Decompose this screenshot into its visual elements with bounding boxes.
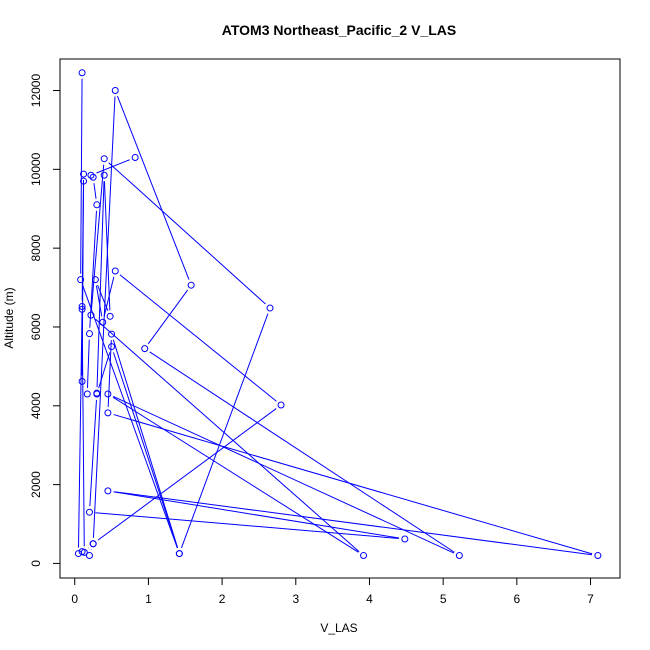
data-point (83, 390, 91, 398)
data-point (93, 390, 101, 398)
series-segment (147, 289, 189, 345)
data-point (360, 552, 368, 560)
data-point (78, 69, 86, 77)
y-tick-label: 2000 (29, 471, 43, 498)
data-point (87, 171, 95, 179)
series-segment (90, 164, 105, 310)
x-axis: 0 1 2 3 4 5 6 7 (71, 577, 594, 606)
series-lines (78, 78, 593, 556)
series-segment (113, 396, 455, 554)
series-segment (113, 491, 593, 556)
data-point (108, 330, 116, 338)
series-segment (81, 180, 85, 301)
data-point (93, 201, 101, 209)
series-segment (180, 313, 269, 549)
data-point (80, 170, 88, 178)
data-point (100, 171, 108, 179)
data-point (111, 267, 119, 275)
data-point (106, 312, 114, 320)
y-tick-label: 10000 (29, 152, 43, 186)
series-segment (107, 340, 112, 407)
x-axis-label: V_LAS (320, 621, 357, 635)
data-point (108, 343, 116, 351)
series-segment (95, 512, 399, 539)
series-segment (113, 491, 399, 539)
chart-title: ATOM3 Northeast_Pacific_2 V_LAS (222, 22, 456, 38)
data-point (77, 276, 85, 284)
series-segment (82, 285, 178, 549)
y-tick-label: 0 (29, 560, 43, 567)
x-tick-label: 5 (440, 592, 447, 606)
x-tick-label: 0 (71, 592, 78, 606)
series-segment (95, 318, 360, 552)
data-point (85, 330, 93, 338)
y-tick-label: 8000 (29, 234, 43, 261)
data-point (91, 276, 99, 284)
series-segment (103, 276, 115, 317)
series-segment (95, 285, 103, 317)
series-segment (108, 162, 266, 305)
series-segment (113, 414, 593, 555)
y-tick-label: 6000 (29, 313, 43, 340)
y-tick-label: 4000 (29, 392, 43, 419)
data-point (80, 177, 88, 185)
series-segment (78, 312, 83, 548)
y-axis-label: Altitude (m) (2, 287, 16, 348)
x-tick-label: 2 (219, 592, 226, 606)
series-segment (112, 352, 178, 549)
series-segment (89, 210, 97, 328)
data-point (99, 318, 107, 326)
data-point (277, 401, 285, 409)
data-point (401, 535, 409, 543)
series-segment (97, 408, 277, 541)
y-axis: 0 2000 4000 6000 8000 10000 12000 (29, 74, 61, 567)
data-point (594, 552, 602, 560)
data-point (141, 345, 149, 353)
series-segment (93, 183, 97, 199)
data-point (78, 302, 86, 310)
data-point (78, 548, 86, 556)
data-point (74, 550, 82, 558)
series-segment (112, 339, 179, 548)
data-point (175, 550, 183, 558)
series-segment (92, 96, 116, 538)
data-point (87, 311, 95, 319)
series-segment (89, 399, 97, 507)
data-point (111, 87, 119, 95)
data-point (104, 409, 112, 417)
data-point (78, 305, 86, 313)
series-segment (103, 181, 111, 311)
data-point (89, 540, 97, 548)
data-point (104, 390, 112, 398)
y-tick-label: 12000 (29, 74, 43, 108)
data-point (85, 508, 93, 516)
data-point (266, 304, 274, 312)
series-segment (96, 181, 105, 388)
series-points (74, 69, 602, 560)
data-point (187, 281, 195, 289)
series-segment (98, 352, 111, 389)
series-segment (112, 396, 359, 553)
data-point (85, 552, 93, 560)
series-segment (149, 351, 455, 553)
x-tick-label: 4 (366, 592, 373, 606)
data-point (104, 487, 112, 495)
data-point (455, 552, 463, 560)
series-segment (86, 339, 90, 388)
data-point (89, 173, 97, 181)
data-point (131, 154, 139, 162)
x-tick-label: 3 (292, 592, 299, 606)
series-segment (116, 95, 190, 280)
x-tick-label: 1 (145, 592, 152, 606)
data-point (78, 377, 86, 385)
data-point (100, 155, 108, 163)
x-tick-label: 6 (513, 592, 520, 606)
series-segment (119, 274, 277, 402)
x-tick-label: 7 (587, 592, 594, 606)
